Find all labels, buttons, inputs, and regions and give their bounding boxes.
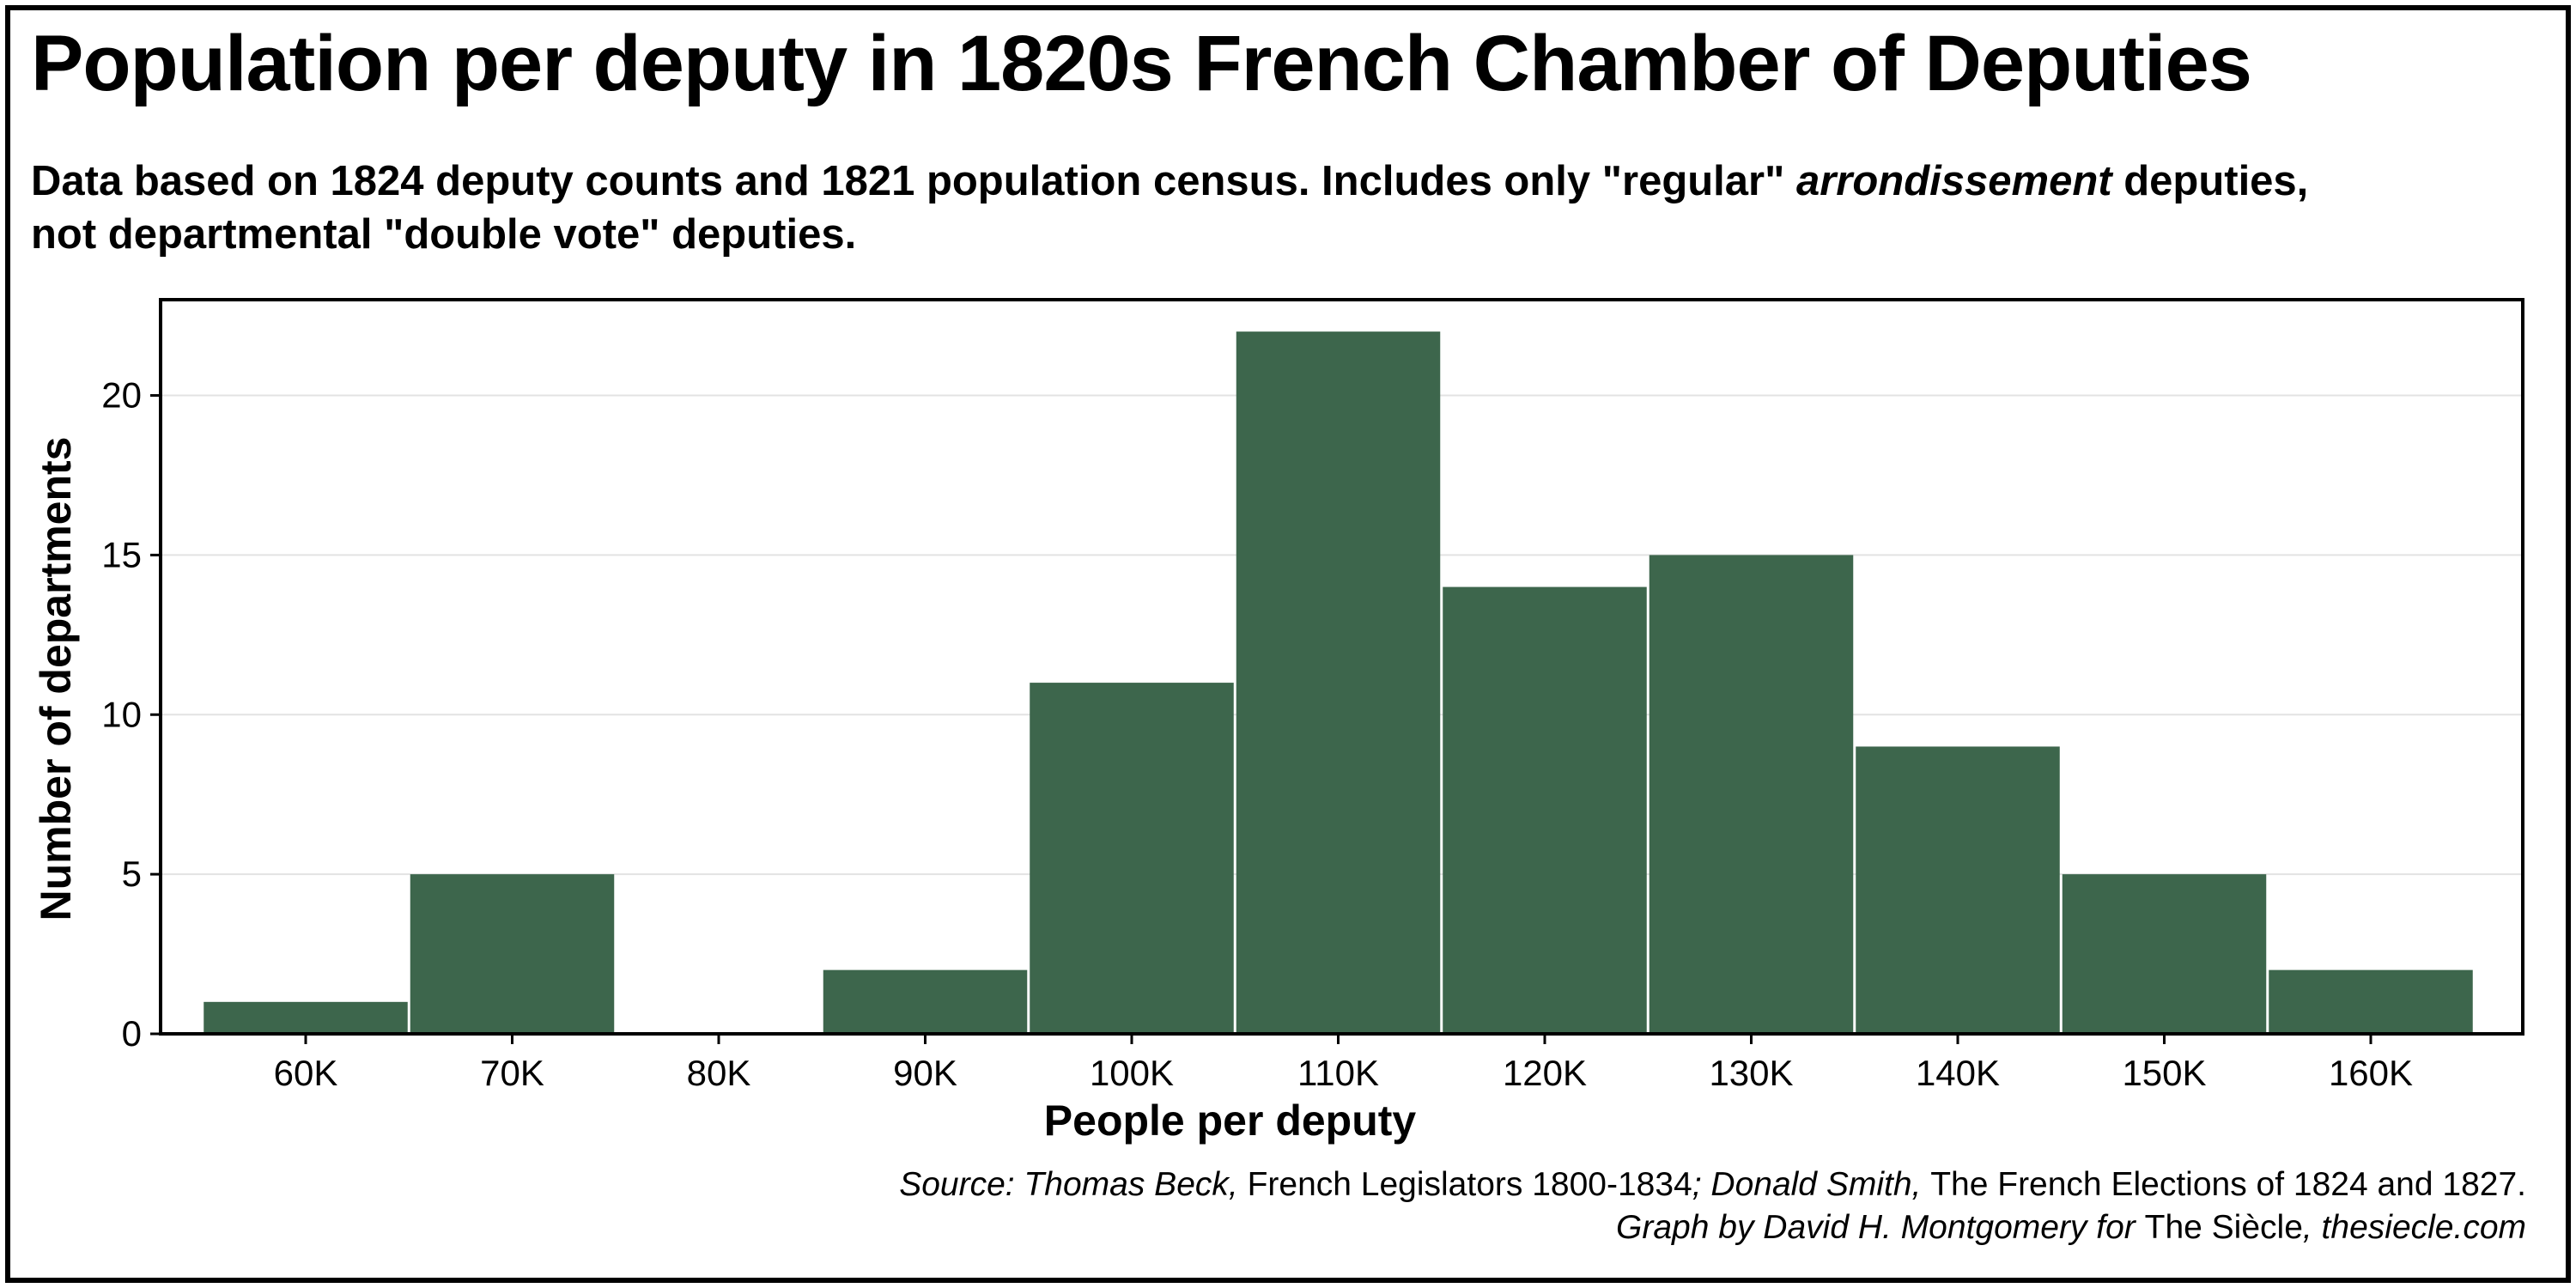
y-tick-label: 15 [101,534,142,574]
histogram-bar [1030,683,1234,1034]
y-axis-ticks: 0 5 10 15 20 [101,375,161,1054]
source-author-1: Source: Thomas Beck, [899,1166,1248,1203]
source-line-2: Graph by David H. Montgomery for The Siè… [899,1206,2526,1249]
source-line-1: Source: Thomas Beck, French Legislators … [899,1163,2526,1206]
x-axis-label: People per deputy [1044,1097,1417,1145]
credit-website: , thesiecle.com [2302,1209,2526,1246]
x-tick-label: 60K [274,1053,338,1093]
plot-border [159,298,2524,1036]
subtitle-text-2: deputies, [2111,158,2309,204]
x-tick-label: 150K [2122,1053,2206,1093]
histogram-bar [2269,969,2473,1034]
histogram-bar [2062,874,2267,1034]
histogram-bar [1649,555,1854,1034]
x-axis-ticks: 60K 70K 80K 90K 100K 110K 120K 130K 140K 150K 160K [274,1034,2413,1093]
source-book-1: French Legislators 1800-1834 [1247,1166,1692,1203]
histogram-bar [1443,586,1647,1034]
chart-subtitle: Data based on 1824 deputy counts and 182… [31,155,2547,261]
subtitle-text-1: Data based on 1824 deputy counts and 182… [31,158,1796,204]
x-tick-label: 160K [2329,1053,2413,1093]
y-tick-label: 5 [122,854,142,894]
source-credit: Source: Thomas Beck, French Legislators … [899,1163,2526,1249]
x-tick-label: 110K [1297,1053,1379,1093]
histogram-bar [1856,746,2060,1034]
source-book-2: The French Elections of 1824 and 1827. [1930,1166,2526,1203]
subtitle-line-2: not departmental "double vote" deputies. [31,211,857,258]
histogram-bar [1236,331,1441,1034]
y-axis-label: Number of departments [32,437,80,921]
chart-frame [5,5,2571,1283]
histogram-bar [204,1001,408,1034]
x-tick-label: 80K [687,1053,751,1093]
histogram-bar [410,874,615,1034]
x-tick-label: 120K [1503,1053,1587,1093]
x-tick-label: 70K [480,1053,544,1093]
chart-title: Population per deputy in 1820s French Ch… [31,20,2252,107]
subtitle-italic-term: arrondissement [1795,158,2112,204]
credit-author: Graph by David H. Montgomery for [1616,1209,2145,1246]
x-tick-label: 90K [893,1053,957,1093]
x-tick-label: 100K [1090,1053,1174,1093]
credit-publication: The Siècle [2144,1209,2303,1246]
source-author-2: ; Donald Smith, [1692,1166,1931,1203]
y-tick-label: 20 [101,375,142,416]
bars [204,331,2473,1034]
histogram-bar [823,969,1028,1034]
y-tick-label: 0 [122,1013,142,1054]
y-tick-label: 10 [101,694,142,734]
x-tick-label: 130K [1709,1053,1793,1093]
x-tick-label: 140K [1916,1053,2000,1093]
